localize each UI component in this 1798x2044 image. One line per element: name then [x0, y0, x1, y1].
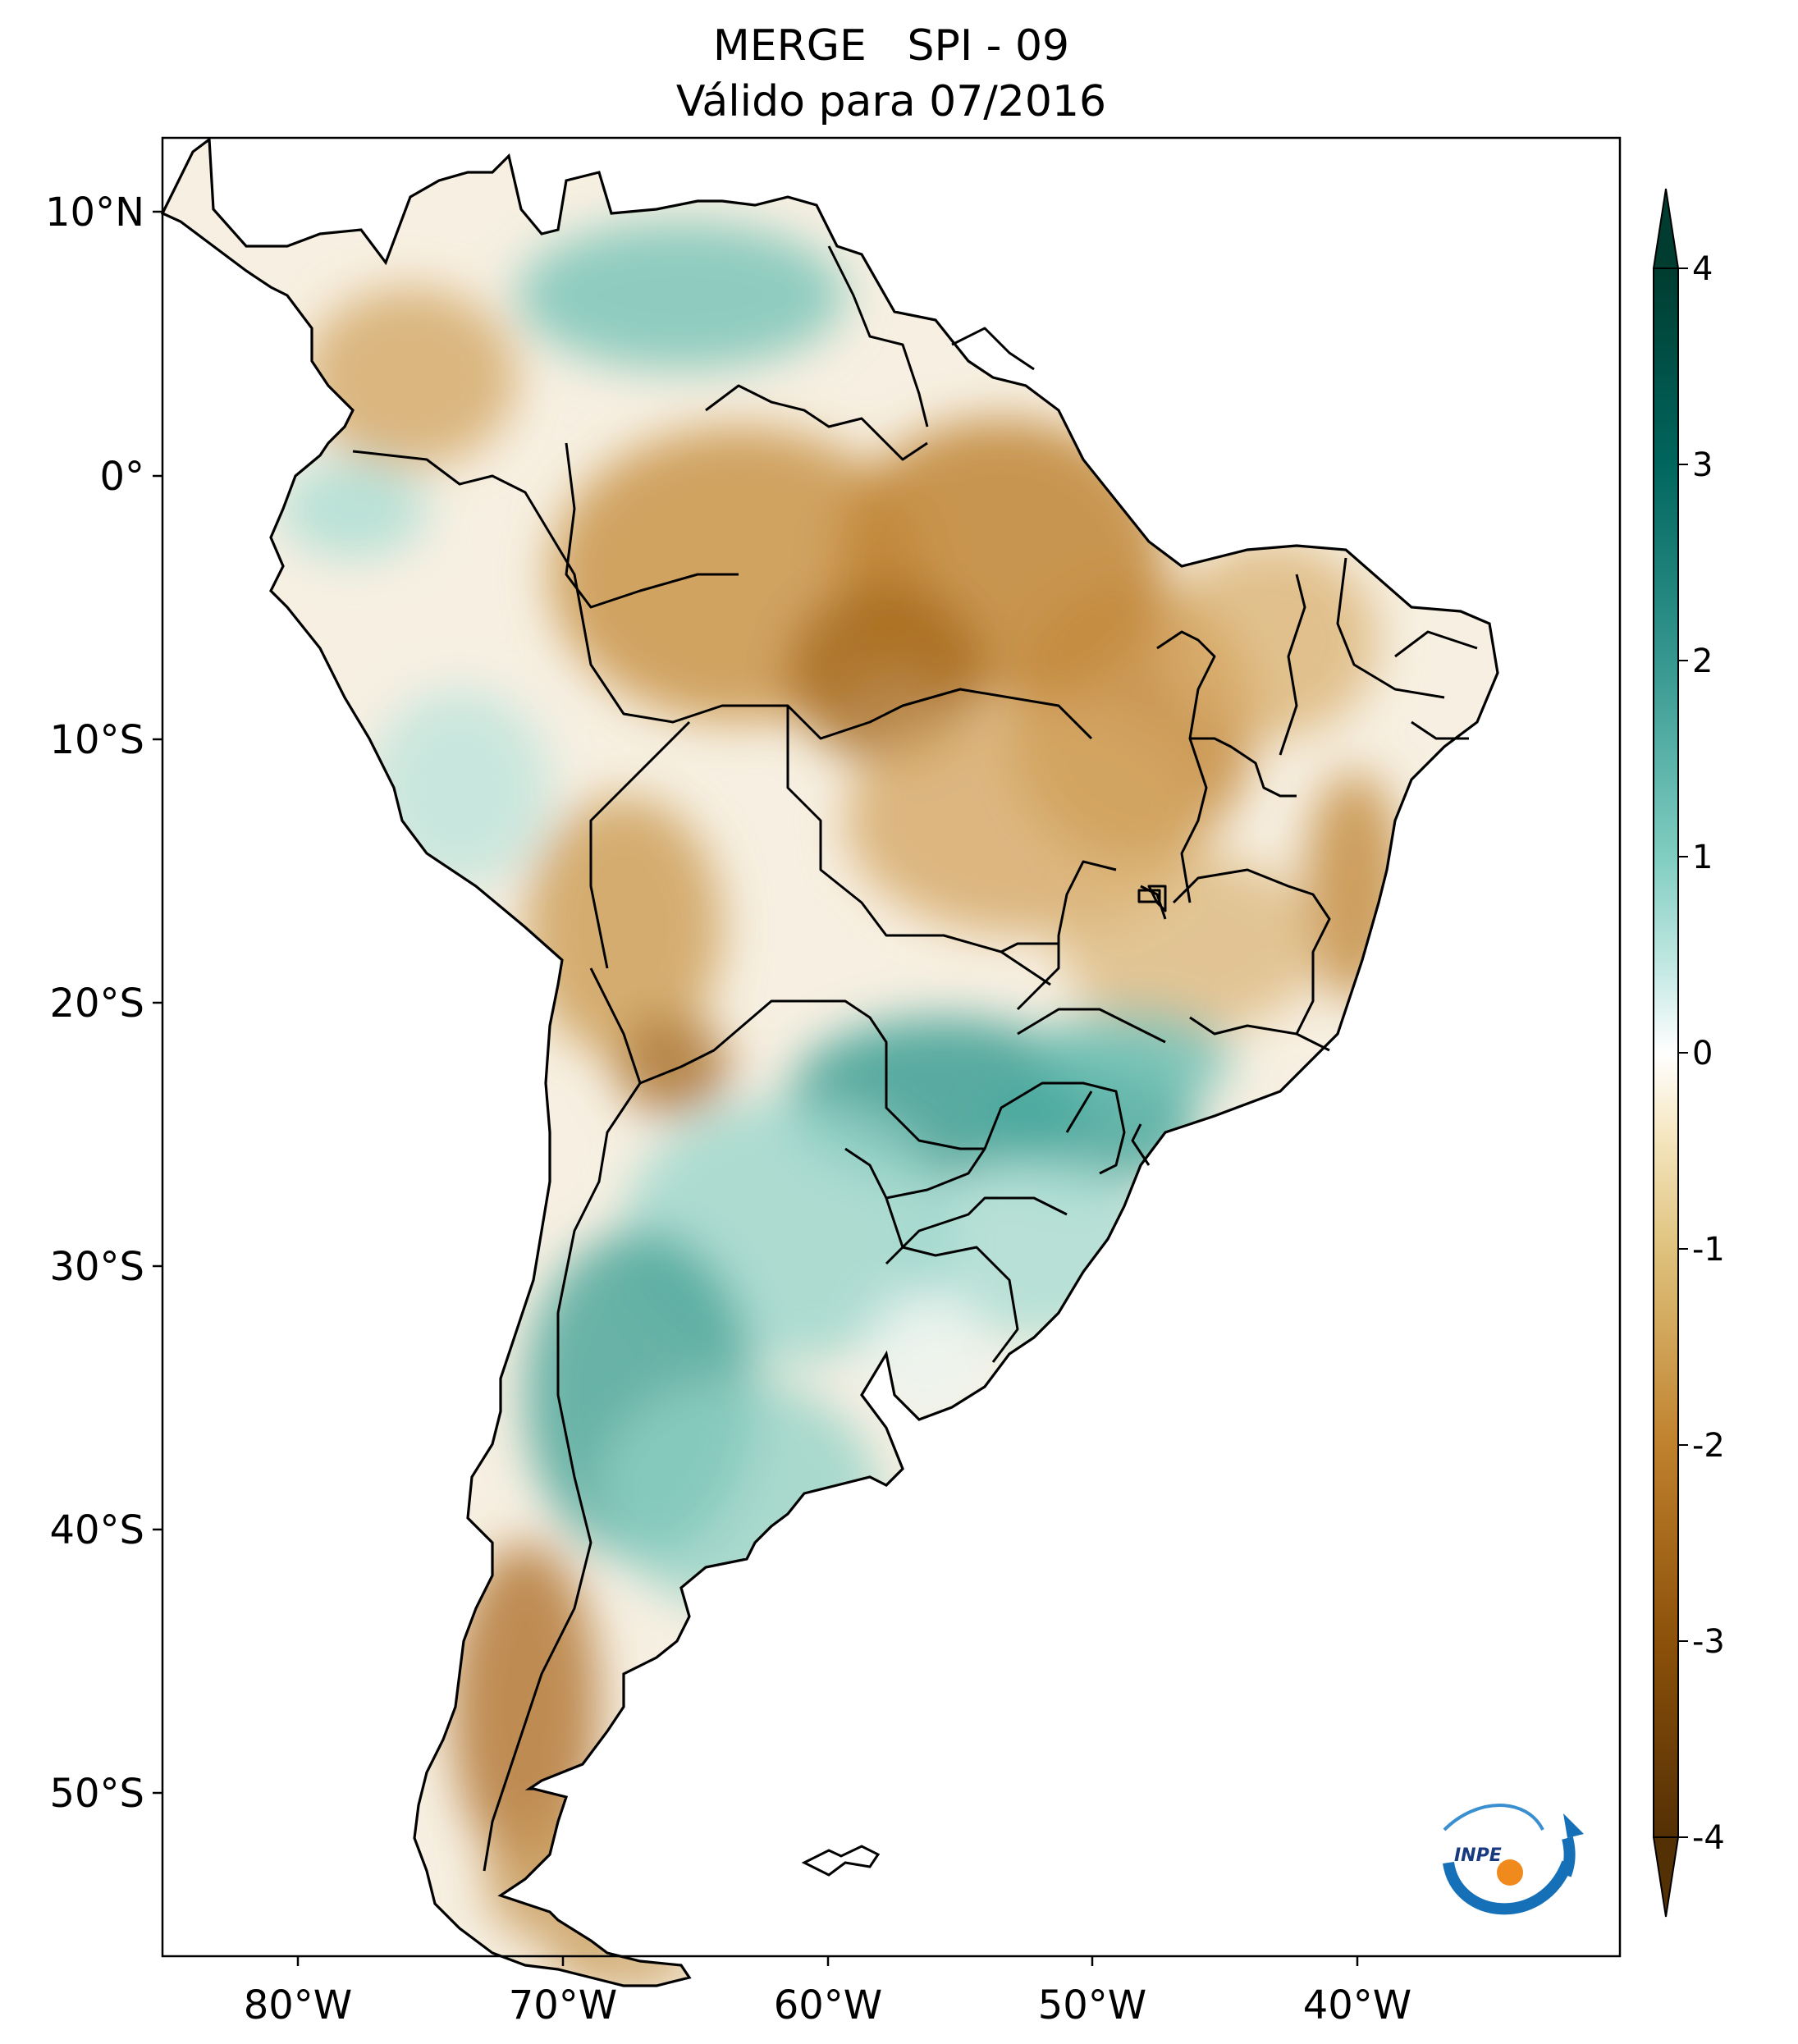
lat-tick-30s: 30°S [49, 1244, 144, 1290]
colorbar-tick-neg2: -2 [1692, 1427, 1725, 1465]
falkland-islands [801, 1845, 881, 1877]
spi-field [162, 139, 1498, 1986]
lat-tick-10n: 10°N [45, 190, 144, 235]
colorbar-tick-neg3: -3 [1692, 1623, 1725, 1661]
colorbar-tick-3: 3 [1692, 446, 1713, 484]
lon-tick-50w: 50°W [1038, 1982, 1147, 2028]
lat-tick-10s: 10°S [49, 717, 144, 763]
chart-subtitle: Válido para 07/2016 [675, 77, 1107, 126]
colorbar-tick-neg1: -1 [1692, 1231, 1725, 1269]
inpe-logo: INPE [1443, 1804, 1584, 1915]
lat-tick-40s: 40°S [49, 1507, 144, 1553]
inpe-logo-text: INPE [1454, 1845, 1502, 1866]
colorbar-tick-2: 2 [1692, 642, 1713, 680]
colorbar-body [1653, 268, 1679, 1838]
colorbar-extend-min [1652, 1836, 1680, 1918]
map-frame [161, 136, 1622, 1958]
colorbar-tick-1: 1 [1692, 839, 1713, 876]
lon-tick-70w: 70°W [509, 1982, 618, 2028]
lat-tick-0: 0° [99, 454, 144, 500]
colorbar-extend-max [1652, 188, 1680, 269]
lon-tick-40w: 40°W [1303, 1982, 1412, 2028]
lat-tick-50s: 50°S [49, 1771, 144, 1817]
lon-tick-80w: 80°W [244, 1982, 353, 2028]
country-borders [352, 245, 1478, 1872]
axis-ticks [153, 210, 1359, 1966]
colorbar: 4 3 2 1 0 -1 -2 -3 -4 [1652, 188, 1725, 1918]
colorbar-tick-neg4: -4 [1692, 1819, 1725, 1857]
chart-title: MERGE SPI - 09 [712, 21, 1070, 71]
lat-tick-20s: 20°S [49, 981, 144, 1027]
lon-tick-60w: 60°W [774, 1982, 883, 2028]
colorbar-tick-4: 4 [1692, 250, 1713, 288]
colorbar-tick-0: 0 [1692, 1035, 1713, 1072]
